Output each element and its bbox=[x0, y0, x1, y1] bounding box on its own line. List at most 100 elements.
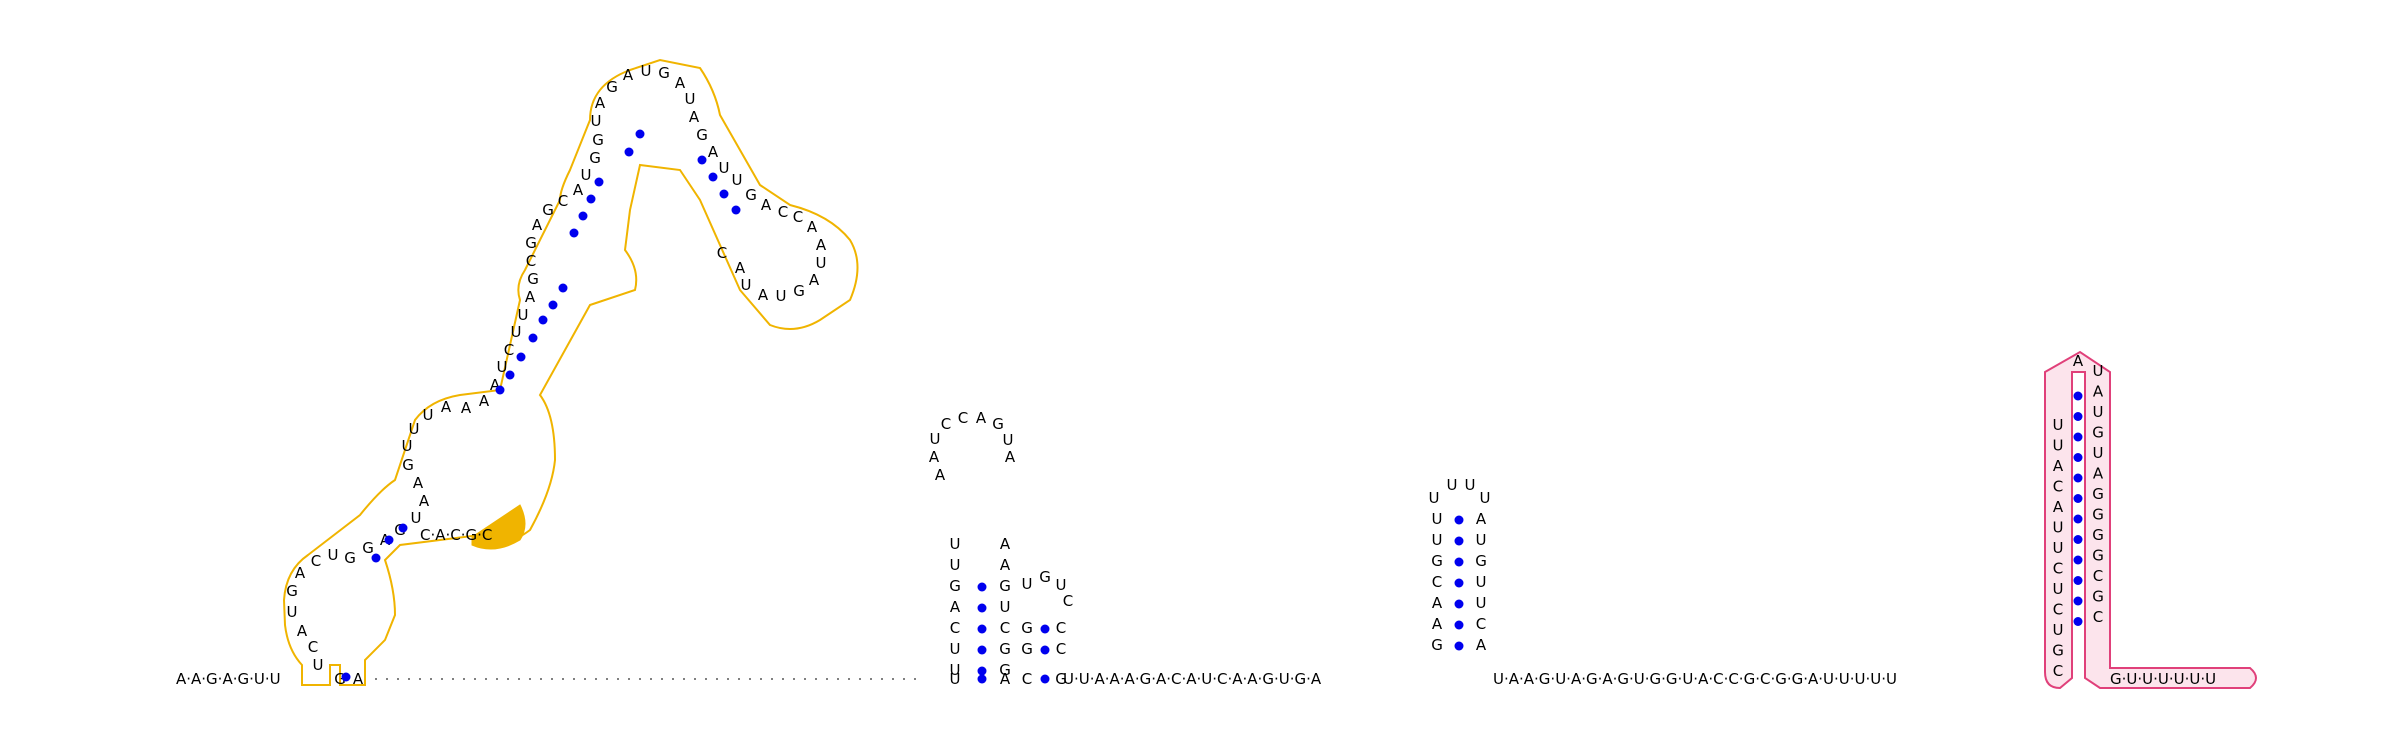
prefix-sequence: A·A·G·A·G·U·U bbox=[176, 670, 281, 688]
terminator-right-nucleotide: U bbox=[2093, 362, 2104, 380]
domain1-nucleotide: A bbox=[708, 143, 719, 161]
domain1-nucleotide: A bbox=[761, 196, 772, 214]
domain1-nucleotide: A bbox=[675, 74, 686, 92]
hairpin2-loop-nucleotide: A bbox=[976, 409, 987, 427]
hairpin2-nucleotide: A bbox=[1000, 670, 1011, 688]
hairpin3-right-nucleotide: U bbox=[1476, 531, 1487, 549]
base-pair-dot bbox=[2073, 514, 2083, 524]
domain1-nucleotide: G bbox=[362, 539, 374, 557]
domain1-nucleotide: A bbox=[595, 94, 606, 112]
base-pair-dot bbox=[548, 300, 558, 310]
terminator-left-nucleotide: A bbox=[2053, 498, 2064, 516]
terminator-right-nucleotide: A bbox=[2093, 465, 2104, 483]
domain1-nucleotide: A bbox=[816, 236, 827, 254]
domain1-nucleotide: U bbox=[409, 420, 420, 438]
domain1-nucleotide: U bbox=[641, 62, 652, 80]
domain1-nucleotide: G bbox=[344, 549, 356, 567]
terminator-loop-nucleotide: A bbox=[2073, 352, 2084, 370]
domain1-mid-sequence: C·A·C·G·C bbox=[420, 526, 492, 544]
hairpin3-loop-nucleotide: U bbox=[1480, 489, 1491, 507]
domain1-nucleotide: A bbox=[525, 288, 536, 306]
base-pair-dot bbox=[1040, 624, 1050, 634]
domain1-bases: UCAUGACUGGAGUAAGUUUAAAAUCUUAGCGAGCAUGGUA… bbox=[286, 62, 827, 688]
domain1-nucleotide: G bbox=[589, 149, 601, 167]
base-pair-dot bbox=[624, 147, 634, 157]
domain1-nucleotide: A bbox=[419, 492, 430, 510]
domain1-nucleotide: U bbox=[402, 437, 413, 455]
orange-domain-outline bbox=[282, 58, 859, 686]
domain1-nucleotide: U bbox=[511, 323, 522, 341]
domain1-nucleotide: A bbox=[735, 259, 746, 277]
domain1-nucleotide: G bbox=[592, 131, 604, 149]
terminator-right-nucleotide: G bbox=[2092, 506, 2104, 524]
terminator-left-nucleotide: U bbox=[2053, 416, 2064, 434]
terminator-right-nucleotide: U bbox=[2093, 403, 2104, 421]
terminator-left-nucleotide: G bbox=[2052, 642, 2064, 660]
hairpin3-loop-nucleotide: U bbox=[1447, 476, 1458, 494]
base-pair-dot bbox=[731, 205, 741, 215]
hairpin2-loop-nucleotide: C bbox=[941, 415, 951, 433]
base-pair-dot bbox=[594, 177, 604, 187]
base-pair-dot bbox=[977, 603, 987, 613]
domain1-nucleotide: A bbox=[689, 108, 700, 126]
base-pair-dot bbox=[505, 370, 515, 380]
terminator-right-nucleotide: G bbox=[2092, 424, 2104, 442]
base-pair-dot bbox=[384, 535, 394, 545]
hairpin3-left-nucleotide: A bbox=[1432, 594, 1443, 612]
terminator-right-nucleotide: U bbox=[2093, 444, 2104, 462]
hairpin2-nucleotide: U bbox=[950, 670, 961, 688]
domain1-nucleotide: U bbox=[518, 306, 529, 324]
base-pair-dot bbox=[398, 523, 408, 533]
domain1-nucleotide: A bbox=[532, 216, 543, 234]
base-pair-dot bbox=[977, 582, 987, 592]
domain1-nucleotide: G bbox=[606, 78, 618, 96]
terminator-right-nucleotide: G bbox=[2092, 485, 2104, 503]
base-pair-dot bbox=[558, 283, 568, 293]
hairpin3-right-nucleotide: A bbox=[1476, 510, 1487, 528]
domain1-nucleotide: G bbox=[542, 201, 554, 219]
terminator-outline bbox=[2044, 350, 2257, 690]
domain1-nucleotide: G bbox=[527, 270, 539, 288]
hairpin2-loop-nucleotide: U bbox=[1003, 431, 1014, 449]
base-pair-dot bbox=[538, 315, 548, 325]
hairpin3-left-nucleotide: G bbox=[1431, 552, 1443, 570]
base-pair-dot bbox=[2073, 453, 2083, 462]
base-pair-dot bbox=[635, 129, 645, 139]
hairpin3-right-nucleotide: C bbox=[1476, 615, 1486, 633]
base-pair-dot bbox=[708, 172, 718, 182]
domain1-nucleotide: U bbox=[591, 112, 602, 130]
terminator-left-nucleotide: U bbox=[2053, 437, 2064, 455]
domain1-nucleotide: C bbox=[558, 192, 568, 210]
base-pair-dot bbox=[2073, 391, 2083, 401]
hairpin2-right-nucleotide: G bbox=[999, 577, 1011, 595]
domain1-nucleotide: G bbox=[402, 456, 414, 474]
hairpin2-left-nucleotide: U bbox=[950, 661, 961, 679]
hairpin2-loop-nucleotide: G bbox=[992, 415, 1004, 433]
hairpin3-loop-nucleotide: U bbox=[1429, 489, 1440, 507]
linker-sequence: U·U·A·A·A·G·A·C·A·U·C·A·A·G·U·G·A bbox=[1063, 670, 1322, 688]
hairpin3-right-nucleotide: G bbox=[1475, 552, 1487, 570]
terminator-left-nucleotide: U bbox=[2053, 621, 2064, 639]
terminator-right-nucleotide: C bbox=[2093, 608, 2103, 626]
domain1-nucleotide: G bbox=[793, 282, 805, 300]
hairpin2-loop-nucleotide: U bbox=[930, 430, 941, 448]
terminator-left-nucleotide: U bbox=[2053, 539, 2064, 557]
hairpin3-left-nucleotide: U bbox=[1432, 531, 1443, 549]
hairpin2-right-nucleotide: G bbox=[999, 640, 1011, 658]
base-pair-dot bbox=[578, 211, 588, 221]
base-pair-dot bbox=[697, 155, 707, 165]
terminator-right-nucleotide: A bbox=[2093, 383, 2104, 401]
hairpin2-nucleotide: C bbox=[1063, 592, 1073, 610]
hairpin2-left-nucleotide: U bbox=[950, 640, 961, 658]
terminator-tail: G·U·U·U·U·U·U bbox=[2110, 670, 2216, 688]
base-pair-dot bbox=[2073, 473, 2083, 483]
hairpin2-loop-nucleotide: A bbox=[929, 448, 940, 466]
hairpin3-right-nucleotide: U bbox=[1476, 594, 1487, 612]
hairpin2-loop-nucleotide: A bbox=[1005, 448, 1016, 466]
domain1-nucleotide: U bbox=[732, 171, 743, 189]
domain1-nucleotide: C bbox=[526, 252, 536, 270]
domain1-nucleotide: C bbox=[778, 203, 788, 221]
domain1-nucleotide: A bbox=[297, 622, 308, 640]
hairpin2-left-nucleotide: C bbox=[950, 619, 960, 637]
